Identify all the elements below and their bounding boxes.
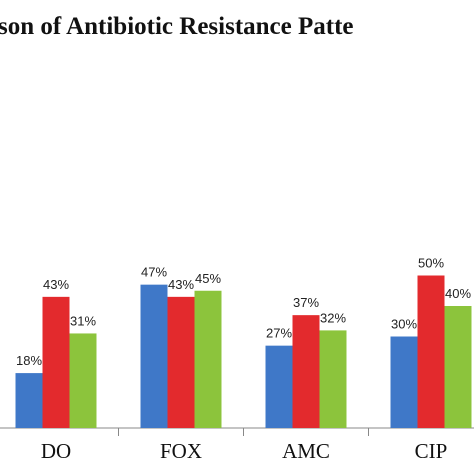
value-label: 43% [43, 277, 69, 292]
bar [390, 336, 418, 428]
value-label: 43% [168, 277, 194, 292]
x-tick-label: AMC [282, 439, 330, 463]
bar [15, 373, 43, 428]
bar [69, 333, 97, 428]
value-label: 31% [70, 313, 96, 328]
bar [292, 315, 320, 428]
chart-title: son of Antibiotic Resistance Patte [0, 13, 354, 40]
bar [140, 284, 168, 428]
x-tick-label: CIP [415, 439, 448, 463]
bar [167, 296, 195, 428]
value-label: 30% [391, 317, 417, 332]
bar [444, 306, 472, 428]
value-label: 50% [418, 256, 444, 271]
value-label: 27% [266, 326, 292, 341]
value-label: 45% [195, 271, 221, 286]
value-label: 32% [320, 310, 346, 325]
value-label: 18% [16, 353, 42, 368]
x-tick-label: DO [41, 439, 71, 463]
bar [417, 275, 445, 428]
bar [42, 296, 70, 428]
bar [194, 290, 222, 428]
value-label: 37% [293, 295, 319, 310]
value-label: 40% [445, 286, 471, 301]
bar [265, 345, 293, 428]
bar [319, 330, 347, 428]
x-tick-label: FOX [160, 439, 202, 463]
value-label: 47% [141, 265, 167, 280]
